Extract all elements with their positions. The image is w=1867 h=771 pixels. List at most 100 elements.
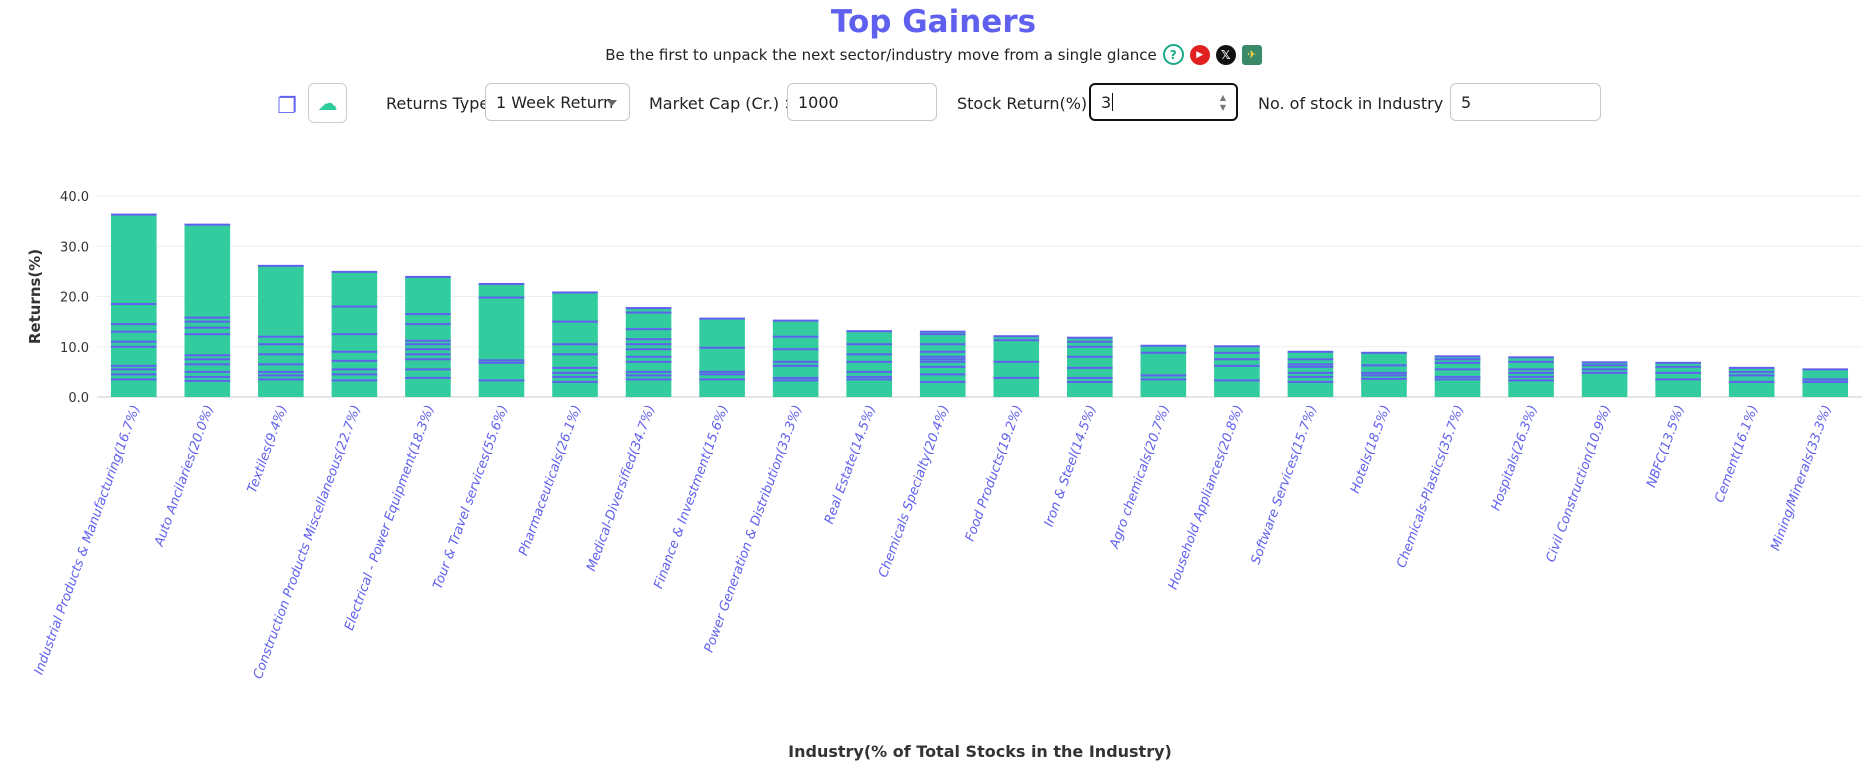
num-stock-value: 5 <box>1461 92 1472 112</box>
bar-segment-line <box>919 355 966 358</box>
bar-segment-line <box>184 354 231 357</box>
returns-type-select[interactable]: 1 Week Return <box>485 83 630 121</box>
bar-segment-line <box>258 353 304 356</box>
bar-segment-line <box>625 338 672 341</box>
bar-segment-line <box>919 365 966 368</box>
bar-segment-line <box>699 370 745 373</box>
num-stock-input[interactable]: 5 <box>1450 83 1601 121</box>
bar-segment-line <box>1728 380 1775 383</box>
bar-segment-line <box>625 307 672 310</box>
bar-segment-line <box>331 368 378 371</box>
x-tick-label: Cement(16.1%) <box>1712 403 1761 504</box>
bar-segment-line <box>919 333 966 336</box>
bar-segment-line <box>1655 378 1701 381</box>
bar-segment-line <box>184 333 231 336</box>
bar-segment-line <box>1287 363 1334 366</box>
bar-segment-line <box>1361 371 1407 374</box>
stock-return-input[interactable]: 3 ▲ ▼ <box>1089 83 1238 121</box>
bar-segment-line <box>625 348 672 351</box>
bar-segment-line <box>331 270 378 273</box>
x-tick-label: Mining/Minerals(33.3%) <box>1768 403 1835 553</box>
youtube-icon[interactable]: ▶ <box>1189 44 1210 65</box>
bar-segment-line <box>184 375 231 378</box>
x-tick-label: Food Products(19.2%) <box>963 403 1026 543</box>
bar <box>625 308 672 397</box>
bar-segment-line <box>184 358 231 361</box>
stock-return-label: Stock Return(%) > <box>957 94 1106 113</box>
bar-segment-line <box>1361 351 1407 354</box>
bar-segment-line <box>478 282 525 285</box>
bar-segment-line <box>1361 364 1407 367</box>
x-axis-label: Industry(% of Total Stocks in the Indust… <box>788 742 1172 761</box>
bar-segment-line <box>258 374 304 377</box>
bar-segment-line <box>110 345 157 348</box>
help-icon[interactable]: ? <box>1162 44 1184 65</box>
bar-segment-line <box>1508 360 1554 363</box>
bar-segment-line <box>772 360 819 363</box>
bar-segment-line <box>331 373 378 376</box>
telegram-icon[interactable]: ✈ <box>1241 44 1262 65</box>
bar <box>772 320 819 397</box>
bar-segment-line <box>1361 374 1407 377</box>
bar-segment-line <box>1287 380 1334 383</box>
bar-segment-line <box>1728 366 1775 369</box>
bar-segment-line <box>1581 364 1628 367</box>
bar-segment-line <box>1214 345 1260 348</box>
bar-segment-line <box>478 379 525 382</box>
bar-segment-line <box>1508 371 1554 374</box>
bar-segment-line <box>1434 375 1481 378</box>
x-tick-label: Pharmaceuticals(26.1%) <box>516 403 584 558</box>
bar-segment-line <box>184 379 231 382</box>
bar-segment-line <box>552 343 598 346</box>
y-axis-label: Returns(%) <box>26 249 44 344</box>
x-tick-label: Chemicals-Plastics(35.7%) <box>1394 403 1467 570</box>
market-cap-input[interactable]: 1000 <box>787 83 937 121</box>
bar-segment-line <box>772 376 819 379</box>
bar-segment-line <box>405 353 451 356</box>
download-button[interactable]: ☁ <box>308 83 347 123</box>
cloud-download-icon: ☁ <box>317 91 338 115</box>
copy-icon[interactable]: ❐ <box>277 93 297 119</box>
bar-segment-line <box>846 378 892 381</box>
stock-return-value: 3 <box>1101 92 1112 112</box>
bar-segment-line <box>1067 366 1113 369</box>
bar-segment-line <box>331 350 378 353</box>
bar-segment-line <box>478 296 525 299</box>
page-subtitle: Be the first to unpack the next sector/i… <box>605 45 1157 64</box>
bar-segment-line <box>1508 356 1554 359</box>
bar-segment-line <box>110 373 157 376</box>
bar-segment-line <box>1140 374 1187 377</box>
bar-segment-line <box>625 360 672 363</box>
bar-segment-line <box>699 373 745 376</box>
bar <box>405 276 451 397</box>
bar-segment-line <box>552 353 598 356</box>
bar-segment-line <box>1214 364 1260 367</box>
bar-segment-line <box>1214 358 1260 361</box>
bar-segment-line <box>110 378 157 381</box>
bar-segment-line <box>405 348 451 351</box>
x-icon[interactable]: 𝕏 <box>1215 44 1236 65</box>
bar-segment-line <box>1434 358 1481 361</box>
bar-segment-line <box>699 346 745 349</box>
bar <box>993 336 1040 397</box>
bar-segment-line <box>1287 358 1334 361</box>
bar-segment-line <box>1287 371 1334 374</box>
bar-segment-line <box>699 317 745 320</box>
bar <box>919 331 966 397</box>
bar-segment-line <box>258 343 304 346</box>
bar-segment-line <box>331 305 378 308</box>
bar-segment-line <box>1802 380 1849 383</box>
bar-segment-line <box>625 343 672 346</box>
bar-segment-line <box>110 330 157 333</box>
bar-segment-line <box>1287 375 1334 378</box>
bar-segment-line <box>478 361 525 364</box>
x-tick-label: Electrical - Power Equipment(18.3%) <box>342 403 438 632</box>
stepper-icon[interactable]: ▲ ▼ <box>1219 93 1226 112</box>
bar-segment-line <box>184 316 231 319</box>
bar-segment-line <box>184 363 231 366</box>
bar-segment-line <box>846 375 892 378</box>
x-tick-label: Finance & Investment(15.6%) <box>651 403 732 591</box>
bar-segment-line <box>110 364 157 367</box>
y-tick-label: 10.0 <box>60 341 89 356</box>
bar-segment-line <box>184 320 231 323</box>
